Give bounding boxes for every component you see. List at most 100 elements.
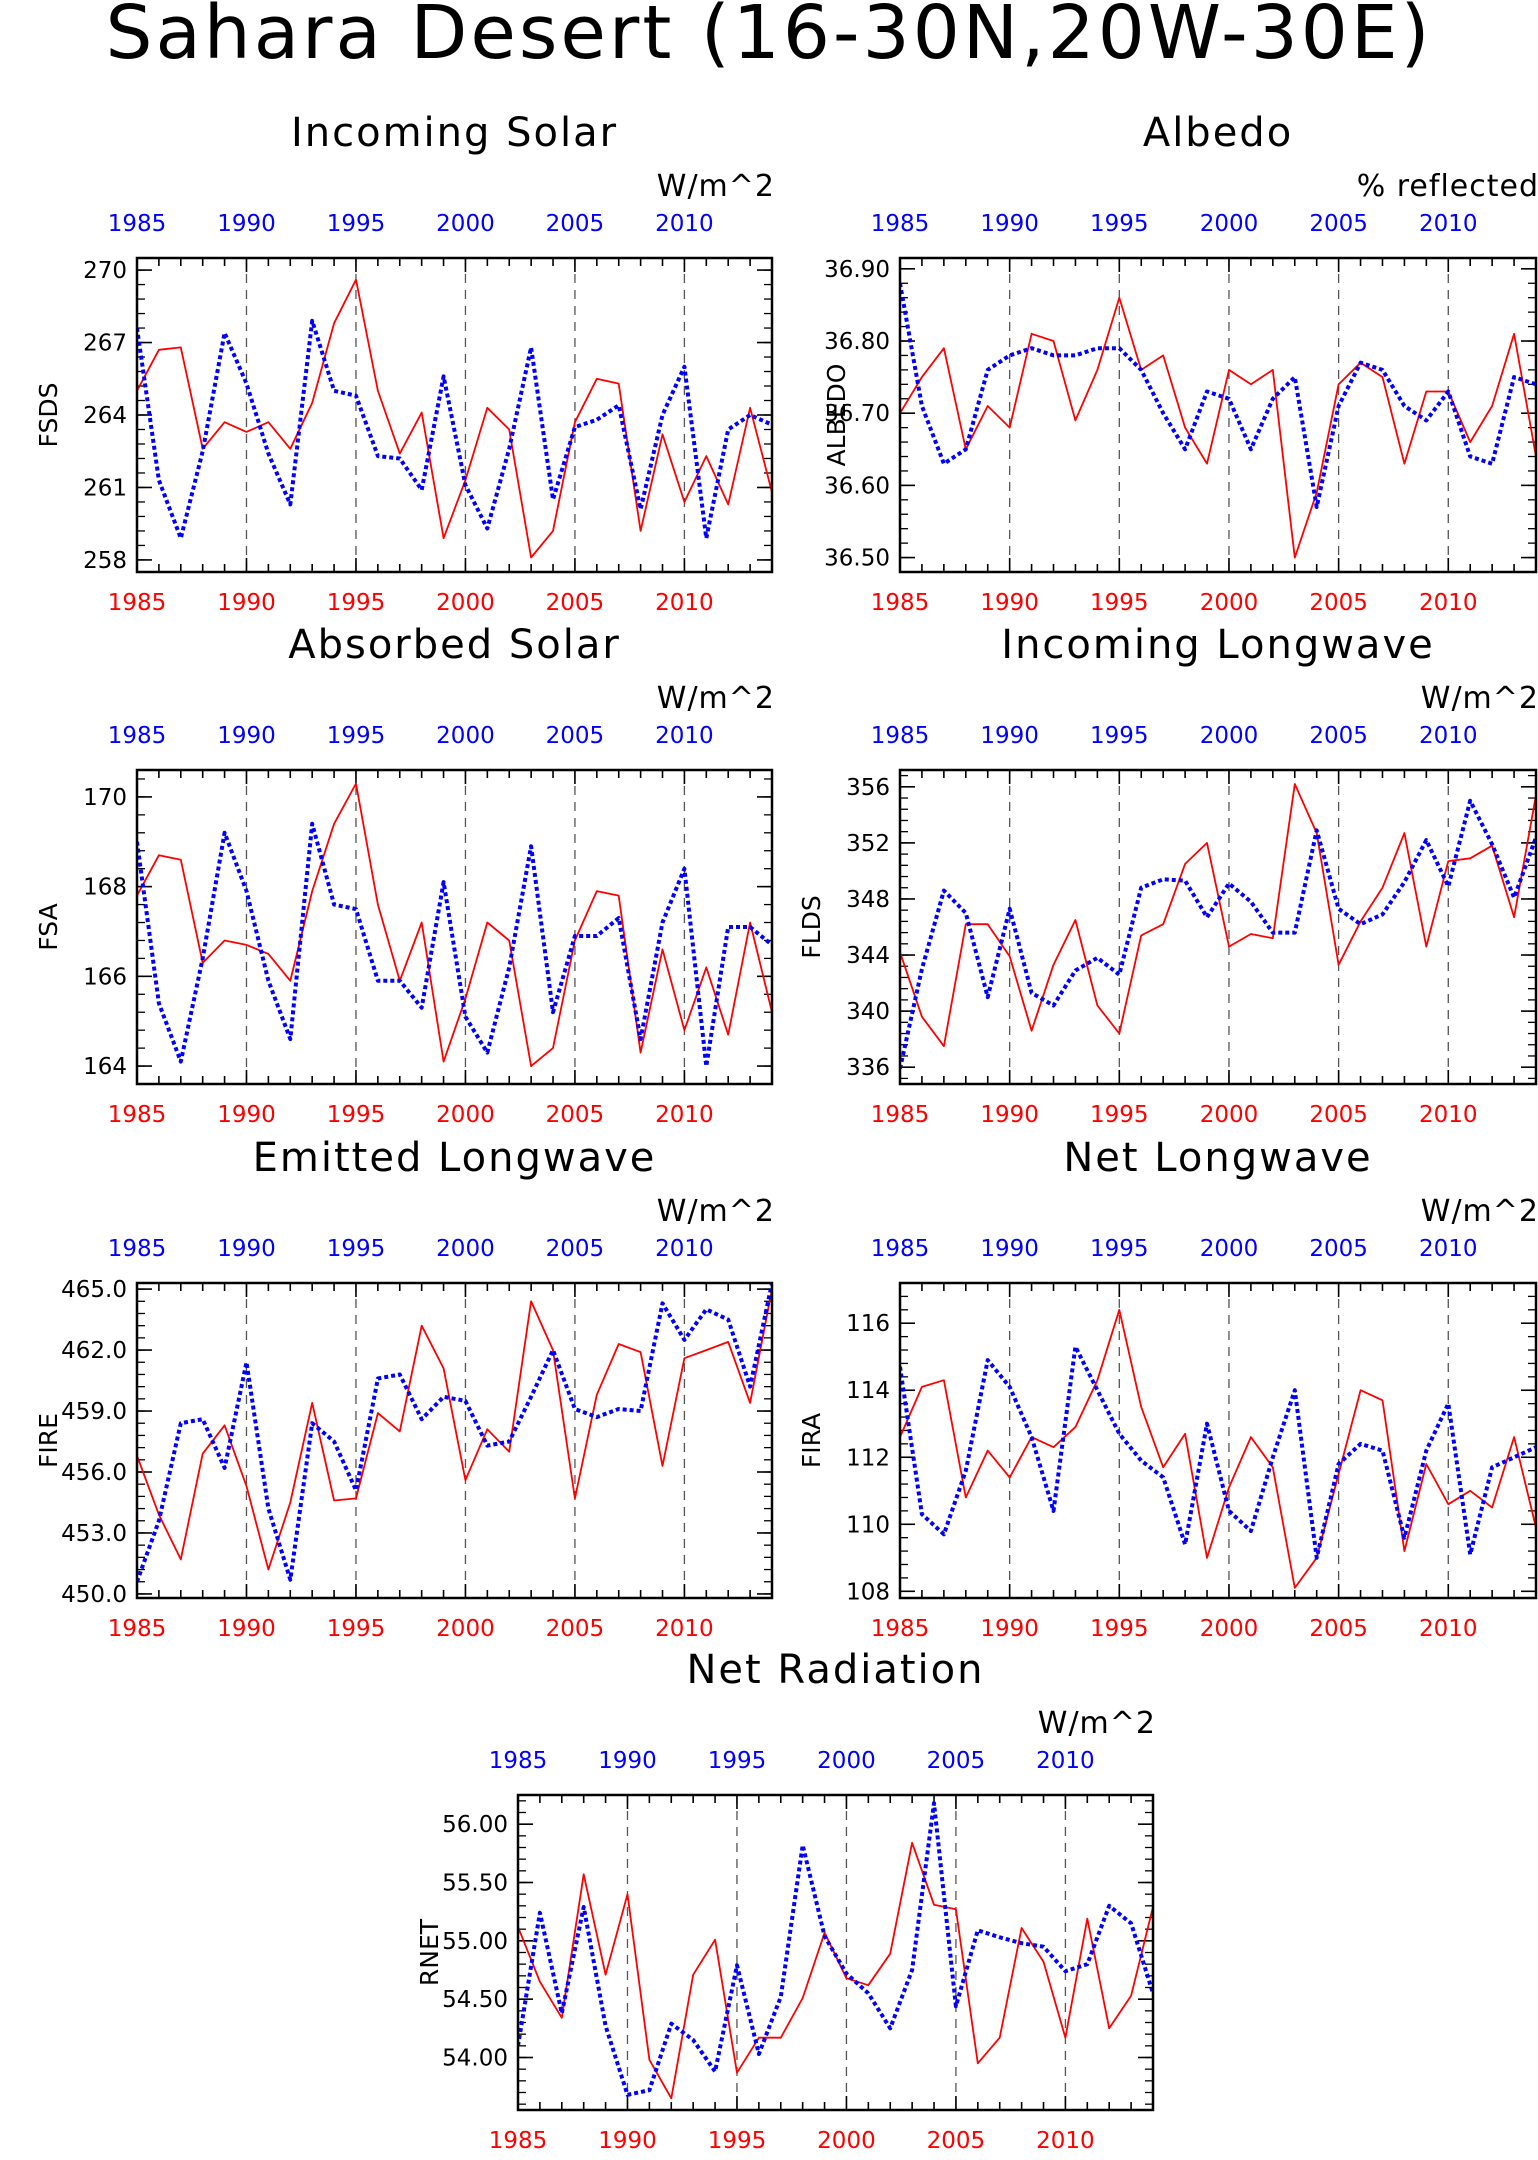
panels-group: Incoming Solar W/m^2 1985 1985 1990 1990 1995 1… (34, 110, 1538, 2154)
bottom-year-label: 2000 (436, 1616, 495, 1642)
bottom-year-label: 1990 (980, 1102, 1039, 1128)
plot-frame (898, 768, 1538, 1086)
units-label: W/m^2 (657, 169, 775, 204)
bottom-year-label: 2000 (1200, 1102, 1259, 1128)
y-tick-label: 54.00 (442, 2046, 508, 2072)
bottom-year-label: 2010 (655, 1616, 714, 1642)
obs-series-line (900, 282, 1536, 509)
top-year-label: 2005 (546, 1236, 605, 1262)
chart-panel: Incoming Solar W/m^2 1985 1985 1990 1990 1995 1… (34, 110, 775, 616)
y-tick-label: 166 (83, 964, 127, 990)
plot-frame (898, 256, 1538, 574)
y-tick-label: 36.90 (824, 257, 890, 283)
top-year-label: 2000 (817, 1748, 876, 1774)
bottom-year-label: 2000 (1200, 1616, 1259, 1642)
y-axis-label: ALBEDO (822, 364, 851, 467)
y-tick-label: 36.70 (824, 401, 890, 427)
units-label: W/m^2 (1038, 1706, 1156, 1741)
top-year-label: 1985 (489, 1748, 548, 1774)
y-tick-label: 110 (846, 1512, 890, 1538)
bottom-year-label: 2005 (1309, 1616, 1368, 1642)
y-tick-label: 344 (846, 943, 890, 969)
y-tick-label: 36.60 (824, 473, 890, 499)
bottom-year-label: 1990 (980, 590, 1039, 616)
bottom-year-label: 2000 (1200, 590, 1259, 616)
top-year-label: 2005 (546, 211, 605, 237)
bottom-year-label: 2005 (927, 2128, 986, 2154)
top-year-label: 2005 (1309, 211, 1368, 237)
top-year-label: 1990 (980, 723, 1039, 749)
y-tick-label: 170 (83, 785, 127, 811)
top-year-label: 1985 (871, 723, 930, 749)
y-tick-label: 352 (846, 831, 890, 857)
top-year-label: 2000 (436, 1236, 495, 1262)
obs-series-line (137, 318, 772, 541)
y-tick-label: 112 (846, 1445, 890, 1471)
chart-panel: Net Longwave W/m^2 1985 1985 1990 1990 1995 199… (797, 1135, 1538, 1642)
bottom-year-label: 1985 (871, 1102, 930, 1128)
panel-title: Incoming Solar (291, 110, 618, 156)
panel-title: Incoming Longwave (1001, 622, 1434, 668)
chart-panel: Incoming Longwave W/m^2 1985 1985 1990 1990 19… (797, 622, 1538, 1128)
model-series-line (518, 1841, 1153, 2100)
top-year-label: 2010 (1036, 1748, 1095, 1774)
obs-series-line (900, 1344, 1536, 1560)
top-year-label: 2010 (1419, 723, 1478, 749)
y-tick-label: 164 (83, 1054, 127, 1080)
top-year-label: 1985 (108, 211, 167, 237)
bottom-year-label: 1990 (217, 1102, 276, 1128)
bottom-year-label: 2005 (546, 1102, 605, 1128)
y-tick-label: 55.50 (442, 1871, 508, 1897)
y-tick-label: 36.80 (824, 329, 890, 355)
y-axis-label: RNET (415, 1918, 444, 1986)
y-tick-label: 340 (846, 999, 890, 1025)
y-tick-label: 54.50 (442, 1987, 508, 2013)
top-year-label: 1990 (980, 1236, 1039, 1262)
obs-series-line (137, 821, 772, 1069)
top-year-label: 2010 (655, 723, 714, 749)
bottom-year-label: 1985 (489, 2128, 548, 2154)
bottom-year-label: 2010 (1419, 1102, 1478, 1128)
plot-frame (135, 1281, 774, 1600)
top-year-label: 1985 (108, 723, 167, 749)
top-year-label: 2010 (655, 211, 714, 237)
bottom-year-label: 2000 (436, 1102, 495, 1128)
plot-frame (898, 1281, 1538, 1600)
panel-title: Albedo (1143, 110, 1293, 156)
bottom-year-label: 1990 (980, 1616, 1039, 1642)
top-year-label: 1990 (217, 211, 276, 237)
bottom-year-label: 1990 (217, 1616, 276, 1642)
top-year-label: 2000 (436, 723, 495, 749)
y-tick-label: 336 (846, 1055, 890, 1081)
top-year-label: 2000 (1200, 1236, 1259, 1262)
y-tick-label: 348 (846, 887, 890, 913)
bottom-year-label: 2000 (817, 2128, 876, 2154)
y-tick-label: 108 (846, 1579, 890, 1605)
chart-panel: Albedo % reflected 1985 1985 1990 1990 1995 199… (822, 110, 1538, 616)
top-year-label: 2010 (1419, 211, 1478, 237)
y-tick-label: 456.0 (61, 1460, 127, 1486)
top-year-label: 1985 (108, 1236, 167, 1262)
top-year-label: 1990 (217, 723, 276, 749)
bottom-year-label: 2010 (1419, 1616, 1478, 1642)
y-tick-label: 459.0 (61, 1399, 127, 1425)
bottom-year-label: 1995 (1090, 1102, 1149, 1128)
y-tick-label: 267 (83, 331, 127, 357)
top-year-label: 2000 (436, 211, 495, 237)
top-year-label: 2010 (1419, 1236, 1478, 1262)
bottom-year-label: 1985 (108, 590, 167, 616)
top-year-label: 1995 (1090, 1236, 1149, 1262)
y-axis-label: FSA (34, 903, 63, 950)
bottom-year-label: 2005 (1309, 590, 1368, 616)
top-year-label: 2000 (1200, 211, 1259, 237)
y-tick-label: 168 (83, 875, 127, 901)
panel-title: Absorbed Solar (288, 622, 621, 668)
y-tick-label: 56.00 (442, 1812, 508, 1838)
y-tick-label: 116 (846, 1311, 890, 1337)
obs-series-line (518, 1801, 1153, 2097)
bottom-year-label: 1995 (327, 1102, 386, 1128)
top-year-label: 2000 (1200, 723, 1259, 749)
bottom-year-label: 2010 (655, 1102, 714, 1128)
top-year-label: 1990 (598, 1748, 657, 1774)
